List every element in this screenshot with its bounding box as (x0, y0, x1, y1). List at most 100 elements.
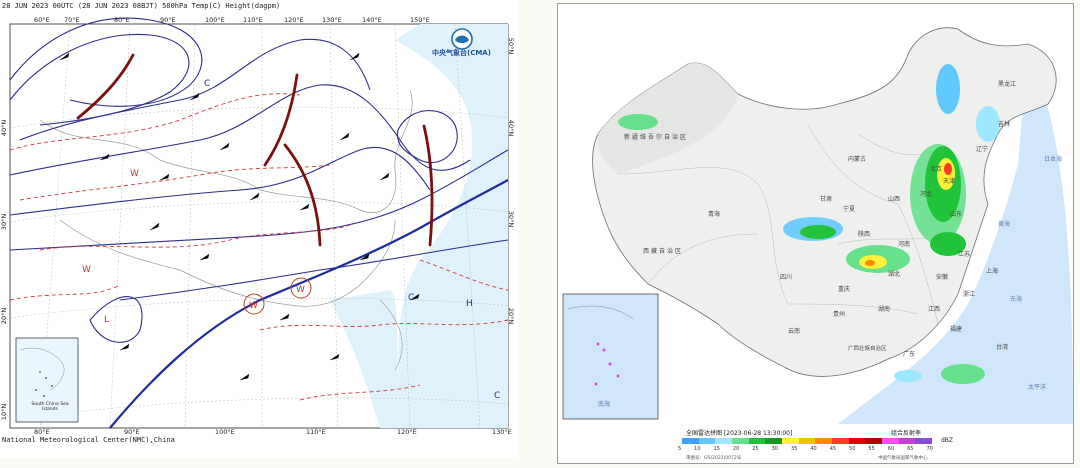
province-label: 新疆维吾尔自治区 (624, 134, 689, 141)
legend-swatch (832, 438, 849, 444)
legend-type: 组合反射率 (891, 430, 922, 437)
province-label: 宁夏 (843, 206, 856, 213)
province-label: 江苏 (958, 251, 971, 258)
center-label: C (204, 79, 210, 89)
legend-tick: 25 (752, 446, 759, 452)
center-label: L (104, 315, 109, 325)
radar-map-canvas (558, 4, 1073, 424)
legend-swatch (715, 438, 733, 444)
sea-area (838, 44, 1073, 424)
legend-swatch (732, 438, 749, 444)
province-label: 北京 (930, 166, 943, 173)
center-label: W (296, 285, 305, 295)
lon-label: 100°E (215, 428, 235, 436)
legend-tick: 35 (790, 446, 798, 452)
legend-tick: 20 (732, 446, 740, 452)
legend-swatch (815, 438, 833, 444)
legend-tick: 45 (829, 446, 837, 452)
reflectivity-color-bar (682, 438, 933, 444)
legend-swatch (915, 438, 933, 444)
low-center-ring-1 (243, 293, 265, 315)
weather-analysis-map: 28 JUN 2023 00UTC (28 JUN 2023 08BJT) 50… (0, 0, 518, 458)
graticule (9, 23, 509, 429)
inset-map (15, 337, 79, 423)
lat-label: 30°N (507, 210, 516, 228)
map-approval-number: 审图号：GS(2022)0072号 (686, 456, 742, 461)
map-source: 中国气象局国家气象中心 (878, 456, 928, 461)
legend-swatch (865, 438, 883, 444)
province-label: 甘肃 (820, 196, 833, 203)
legend-swatch (765, 438, 783, 444)
province-label: 广西壮族自治区 (848, 346, 887, 352)
lon-label: 110°E (306, 428, 326, 436)
top-lon-labels: 60°E 70°E 80°E 90°E 100°E 110°E 120°E 13… (0, 16, 518, 25)
lon-label: 70°E (64, 16, 80, 24)
lat-label: 50°N (507, 37, 516, 55)
radar-echoes (618, 64, 1000, 384)
province-label: 河北 (920, 191, 933, 198)
lon-label: 90°E (160, 16, 176, 24)
sea-label: 黄海 (998, 221, 1011, 228)
center-label: W (249, 301, 258, 311)
legend-tick: 10 (694, 446, 701, 452)
china-border-north (39, 89, 413, 213)
legend-swatch (882, 438, 899, 444)
province-label: 河南 (898, 241, 911, 248)
coastline (379, 299, 403, 371)
legend-unit: dBZ (941, 437, 954, 444)
bottom-lon-labels: 80°E 90°E 100°E 110°E 120°E 130°E (0, 428, 518, 437)
province-label: 湖北 (888, 271, 901, 278)
province-label: 辽宁 (976, 146, 989, 153)
lon-label: 60°E (34, 16, 50, 24)
sea-label: 太平洋 (1028, 384, 1047, 391)
legend-tick: 15 (713, 446, 720, 452)
province-label: 云南 (788, 328, 801, 335)
china-border-south (59, 219, 396, 307)
legend-swatch (898, 438, 916, 444)
sea-label: 南海 (598, 401, 611, 408)
left-lat-labels: 40°N 30°N 20°N 10°N (0, 0, 10, 458)
lat-label: 20°N (0, 307, 9, 325)
right-lat-labels: 50°N 40°N 30°N 20°N (506, 0, 518, 458)
province-label: 四川 (780, 274, 793, 281)
low-center-ring-2 (290, 277, 312, 299)
province-label: 吉林 (998, 121, 1011, 128)
cma-logo-text: 中央气象台(CMA) (432, 49, 491, 57)
province-label: 福建 (950, 326, 963, 333)
province-label: 青海 (708, 211, 721, 218)
province-label: 天津 (943, 178, 956, 185)
reflectivity-ticks: 5 10 15 20 25 30 35 40 45 50 55 60 65 70 (678, 446, 933, 452)
lon-label: 80°E (114, 16, 130, 24)
lat-label: 20°N (507, 307, 516, 325)
province-label: 江西 (928, 306, 941, 313)
legend-tick: 50 (849, 446, 856, 452)
legend-swatch (748, 438, 766, 444)
legend-title: 全国雷达拼图 [2023-06-28 13:30:00] (686, 430, 793, 437)
legend-tick: 30 (771, 446, 778, 452)
lon-label: 120°E (397, 428, 417, 436)
center-label: H (466, 299, 473, 309)
province-label: 上海 (986, 268, 999, 275)
radar-mosaic-map: 新疆维吾尔自治区 西藏自治区 青海 四川 甘肃 内蒙古 山西 陕西 河南 湖北 … (557, 3, 1074, 464)
lon-label: 110°E (243, 16, 263, 24)
ocean-area (395, 24, 508, 428)
trough-lines (76, 53, 434, 247)
south-china-sea-inset (562, 293, 659, 420)
lat-label: 30°N (0, 213, 9, 231)
lat-label: 10°N (0, 403, 9, 421)
legend-swatch (682, 438, 699, 444)
lat-label: 40°N (507, 119, 516, 137)
province-label: 贵州 (833, 311, 846, 318)
center-label: C (408, 293, 414, 303)
lon-label: 150°E (410, 16, 430, 24)
sea-label: 日本海 (1044, 156, 1063, 163)
province-label: 湖南 (878, 306, 891, 313)
province-label: 西藏自治区 (643, 248, 684, 255)
inset-islands (35, 371, 53, 397)
subtropical-high-588-line (109, 179, 509, 429)
map-footer: National Meteorological Center(NMC),Chin… (2, 436, 175, 444)
map-header: 28 JUN 2023 00UTC (28 JUN 2023 08BJT) 50… (2, 2, 281, 10)
legend-tick: 5 (678, 446, 682, 452)
province-label: 山西 (888, 196, 901, 203)
province-label: 重庆 (838, 286, 851, 293)
